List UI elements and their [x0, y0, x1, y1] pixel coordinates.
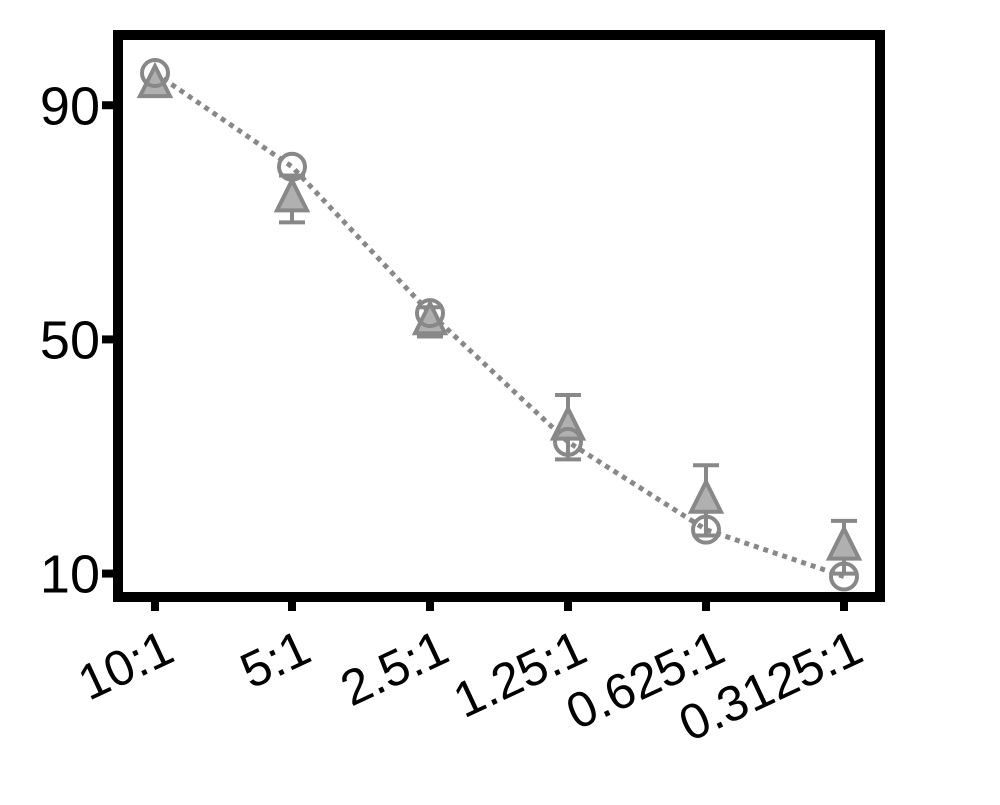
x-tick-label: 2.5:1	[332, 619, 456, 717]
series-layer	[136, 58, 863, 592]
x-axis: 10:1 5:1 2.5:11.25:10.625:10.3125:1	[70, 597, 871, 752]
circle-marker	[277, 151, 307, 182]
circle-marker	[553, 426, 583, 457]
series-1-line	[153, 70, 845, 579]
circle-marker	[140, 58, 170, 89]
x-tick-label: 5:1	[232, 619, 319, 699]
y-tick-label: 10	[40, 545, 100, 605]
triangle-marker	[825, 524, 863, 561]
y-tick-label: 90	[40, 76, 100, 136]
y-tick-label: 50	[40, 310, 100, 370]
y-axis: 10 50 90	[40, 76, 118, 605]
circle-marker	[691, 514, 721, 545]
plot-area	[113, 30, 885, 602]
triangle-marker	[273, 175, 311, 213]
circle-marker	[415, 298, 445, 329]
x-tick-label: 10:1	[70, 619, 182, 711]
triangle-marker	[687, 477, 725, 514]
circle-marker	[829, 561, 859, 592]
